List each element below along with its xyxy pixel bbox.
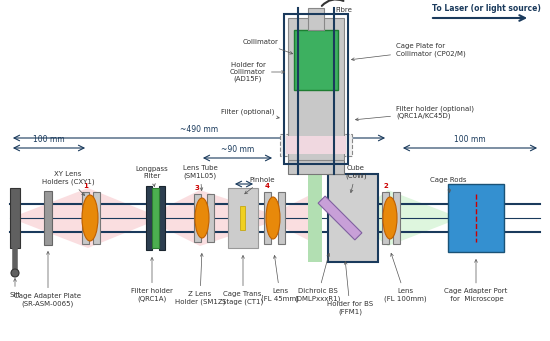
Ellipse shape bbox=[82, 195, 98, 241]
Text: Holder for BS
(FFM1): Holder for BS (FFM1) bbox=[327, 262, 373, 315]
Ellipse shape bbox=[195, 198, 209, 238]
Bar bbox=[10, 188, 20, 248]
Bar bbox=[328, 174, 378, 262]
Bar bbox=[448, 184, 504, 252]
Text: Pinhole: Pinhole bbox=[245, 177, 275, 194]
Polygon shape bbox=[18, 188, 88, 248]
Bar bbox=[288, 160, 344, 174]
Text: 100 mm: 100 mm bbox=[33, 135, 65, 144]
Bar bbox=[284, 14, 348, 164]
Bar bbox=[308, 174, 322, 262]
Bar bbox=[146, 186, 152, 250]
Text: Cage Adapter Port
 for  Microscope: Cage Adapter Port for Microscope bbox=[444, 260, 508, 301]
Text: Cube
(C6W): Cube (C6W) bbox=[345, 165, 367, 193]
Text: Fibre: Fibre bbox=[336, 7, 353, 13]
Text: Slit: Slit bbox=[9, 279, 20, 298]
Text: Z Lens
Holder (SM1Z): Z Lens Holder (SM1Z) bbox=[175, 254, 226, 305]
Bar bbox=[159, 186, 165, 250]
Text: Cage Plate for
Collimator (CP02/M): Cage Plate for Collimator (CP02/M) bbox=[351, 43, 466, 61]
Text: 2: 2 bbox=[383, 183, 388, 189]
Polygon shape bbox=[272, 190, 320, 246]
Bar bbox=[93, 192, 100, 244]
Ellipse shape bbox=[383, 197, 397, 239]
Bar bbox=[382, 192, 389, 244]
Text: Longpass
Filter: Longpass Filter bbox=[136, 165, 168, 187]
Text: Cage Adapter Plate
(SR-ASM-0065): Cage Adapter Plate (SR-ASM-0065) bbox=[14, 252, 81, 307]
Text: Cage Rods: Cage Rods bbox=[430, 177, 466, 192]
Polygon shape bbox=[356, 190, 388, 246]
Polygon shape bbox=[450, 190, 500, 246]
Text: Lens Tube
(SM1L05): Lens Tube (SM1L05) bbox=[183, 165, 217, 191]
Bar bbox=[393, 192, 400, 244]
Bar bbox=[286, 136, 346, 154]
Ellipse shape bbox=[266, 197, 280, 239]
Bar bbox=[294, 30, 338, 90]
Bar bbox=[264, 192, 271, 244]
Polygon shape bbox=[152, 190, 200, 246]
Bar bbox=[152, 188, 159, 248]
Text: Filter holder
(QRC1A): Filter holder (QRC1A) bbox=[131, 257, 173, 302]
Text: Lens
(FL 100mm): Lens (FL 100mm) bbox=[384, 253, 426, 302]
Text: 100 mm: 100 mm bbox=[454, 135, 486, 144]
Bar bbox=[278, 192, 285, 244]
Text: Holder for
Collimator
(AD15F): Holder for Collimator (AD15F) bbox=[230, 62, 284, 82]
Ellipse shape bbox=[11, 269, 19, 277]
Text: To Laser (or light source): To Laser (or light source) bbox=[432, 4, 541, 13]
Polygon shape bbox=[88, 188, 152, 248]
Text: Dichroic BS
(DMLPxxxR1): Dichroic BS (DMLPxxxR1) bbox=[295, 253, 341, 302]
Bar bbox=[240, 206, 245, 230]
Text: Cage Trans.
Stage (CT1): Cage Trans. Stage (CT1) bbox=[222, 255, 263, 305]
Text: Collimator: Collimator bbox=[243, 39, 293, 54]
Text: 4: 4 bbox=[265, 183, 270, 189]
Bar bbox=[44, 191, 52, 245]
Text: ~90 mm: ~90 mm bbox=[221, 145, 254, 154]
Polygon shape bbox=[388, 190, 450, 246]
Bar bbox=[194, 194, 201, 242]
Bar bbox=[288, 18, 344, 160]
Bar bbox=[280, 134, 352, 156]
Text: Filter (optional): Filter (optional) bbox=[221, 109, 279, 119]
Text: ~490 mm: ~490 mm bbox=[180, 125, 218, 134]
Polygon shape bbox=[318, 196, 362, 240]
Text: 3: 3 bbox=[195, 185, 200, 191]
Text: 1: 1 bbox=[83, 183, 88, 189]
Text: XY Lens
Holders (CXY1): XY Lens Holders (CXY1) bbox=[42, 171, 94, 195]
Bar bbox=[228, 188, 258, 248]
Bar bbox=[82, 192, 89, 244]
Bar bbox=[308, 8, 324, 30]
Text: Lens
(FL 45mm): Lens (FL 45mm) bbox=[261, 255, 299, 302]
Text: Filter holder (optional)
(QRC1A/KC45D): Filter holder (optional) (QRC1A/KC45D) bbox=[355, 105, 474, 121]
Bar bbox=[310, 80, 322, 218]
Bar bbox=[207, 194, 214, 242]
Polygon shape bbox=[200, 190, 272, 246]
